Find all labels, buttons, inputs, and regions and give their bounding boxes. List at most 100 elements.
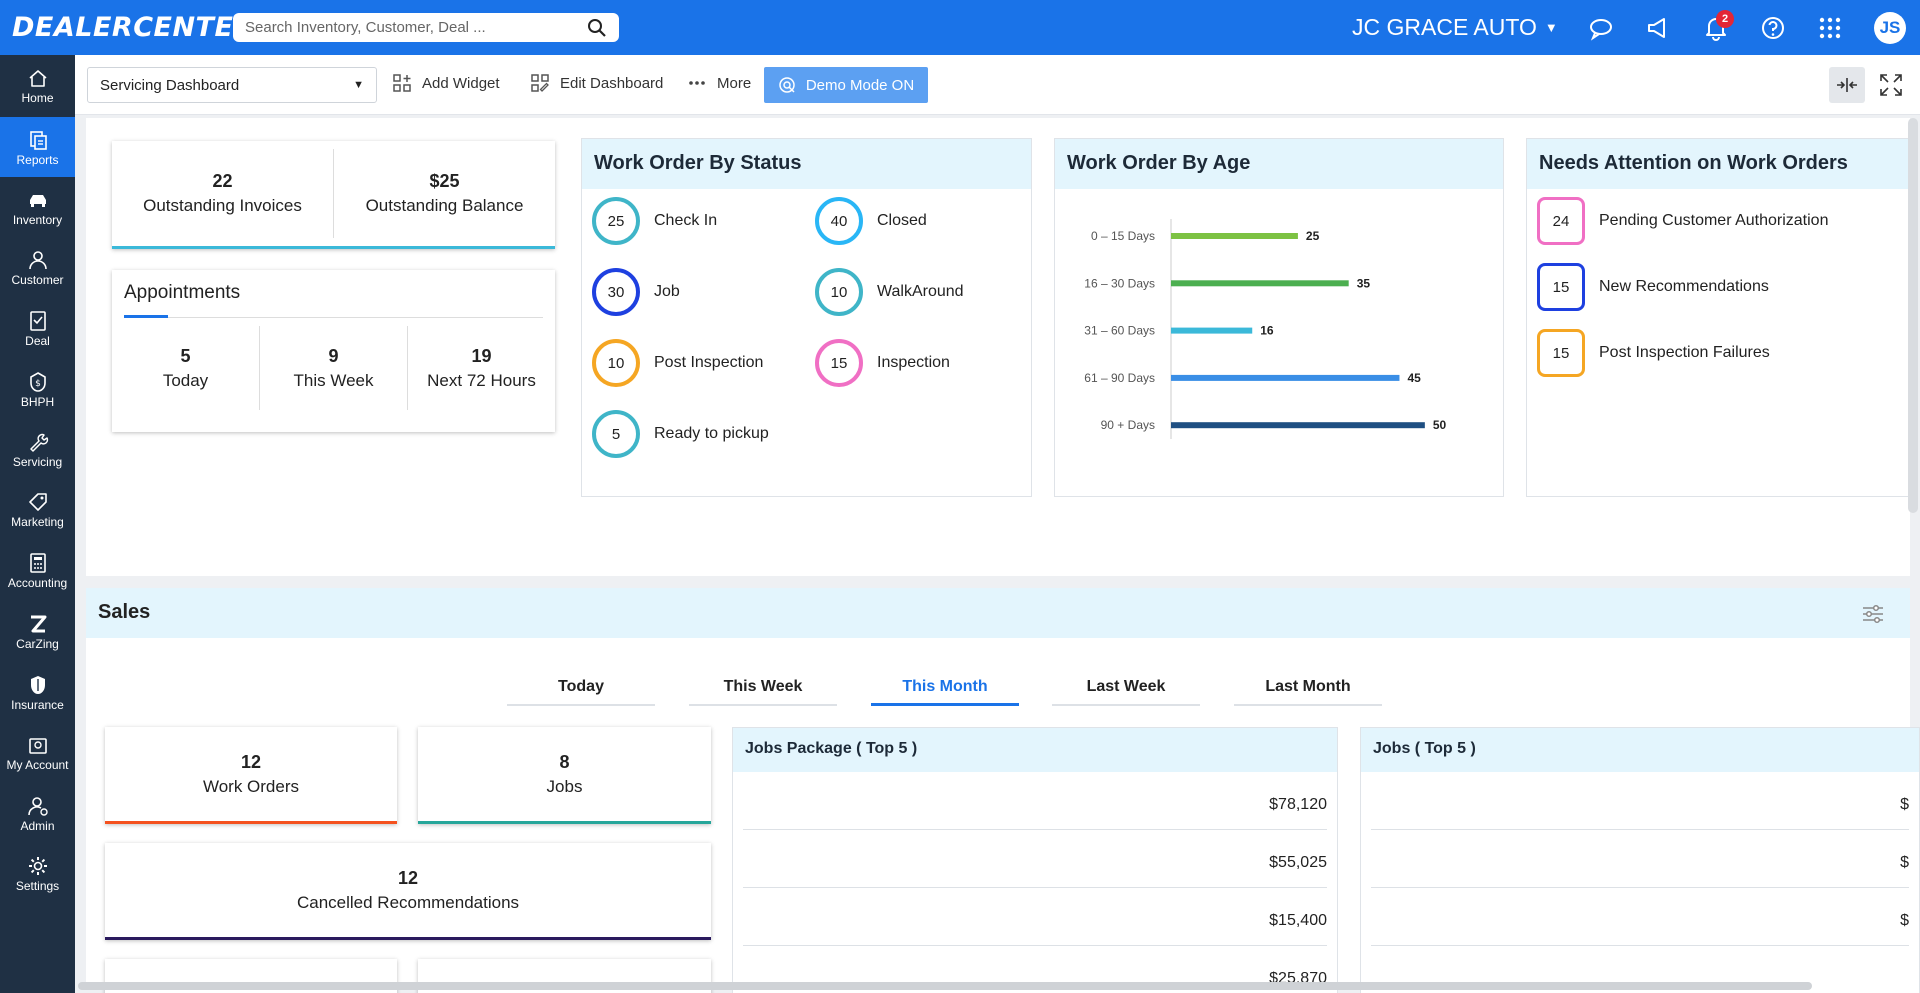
chat-icon[interactable]: [1588, 15, 1614, 41]
jobs-card[interactable]: 8 Jobs: [418, 727, 711, 824]
sidebar-item-servicing[interactable]: Servicing: [0, 419, 75, 479]
horizontal-scrollbar[interactable]: [78, 982, 1812, 990]
tab-last-month[interactable]: Last Month: [1234, 674, 1382, 706]
megaphone-icon[interactable]: [1645, 15, 1671, 41]
cancelled-recommendations-card[interactable]: 12 Cancelled Recommendations: [105, 843, 711, 940]
notification-badge: 2: [1716, 10, 1734, 28]
sidebar-item-label: Admin: [20, 819, 55, 833]
sales-header: Sales: [86, 588, 1910, 638]
company-selector[interactable]: JC GRACE AUTO ▼: [1352, 14, 1558, 41]
dashboard-select-value: Servicing Dashboard: [100, 76, 240, 94]
sidebar-item-admin[interactable]: Admin: [0, 783, 75, 843]
sidebar-item-settings[interactable]: Settings: [0, 843, 75, 903]
appointments-next72[interactable]: 19 Next 72 Hours: [408, 318, 555, 418]
fit-width-button[interactable]: [1829, 67, 1865, 103]
apps-grid-icon[interactable]: [1817, 15, 1843, 41]
reports-icon: [29, 131, 47, 150]
dashboard-select[interactable]: Servicing Dashboard ▼: [87, 67, 377, 103]
sidebar-item-insurance[interactable]: Insurance: [0, 662, 75, 722]
sidebar-item-carzing[interactable]: CarZing: [0, 601, 75, 661]
add-widget-button[interactable]: Add Widget: [392, 73, 500, 93]
document-icon: [29, 311, 46, 331]
sidebar-item-marketing[interactable]: Marketing: [0, 479, 75, 539]
appointments-card: Appointments 5 Today 9 This Week 19 Next…: [112, 270, 555, 432]
bar-value-label: 25: [1306, 229, 1320, 243]
status-item[interactable]: 5 Ready to pickup: [592, 410, 769, 458]
sidebar-item-bhph[interactable]: $ BHPH: [0, 359, 75, 419]
table-row[interactable]: $: [1371, 830, 1909, 888]
table-row[interactable]: $: [1371, 772, 1909, 830]
attention-item[interactable]: 15 Post Inspection Failures: [1537, 329, 1770, 377]
attention-item[interactable]: 15 New Recommendations: [1537, 263, 1769, 311]
sidebar-item-label: Settings: [15, 879, 60, 893]
search-icon[interactable]: [587, 18, 607, 38]
sidebar-item-home[interactable]: Home: [0, 55, 75, 115]
work-orders-card[interactable]: 12 Work Orders: [105, 727, 397, 824]
global-search[interactable]: Search Inventory, Customer, Deal ...: [233, 13, 619, 42]
status-item[interactable]: 40 Closed: [815, 197, 927, 245]
table-row[interactable]: $: [1371, 888, 1909, 946]
sidebar-item-label: Home: [21, 91, 54, 105]
outstanding-balance-stat[interactable]: $25 Outstanding Balance: [334, 141, 555, 246]
work-order-age-panel: Work Order By Age 0 – 15 Days 25 16 – 30 D…: [1054, 138, 1504, 497]
tab-last-week[interactable]: Last Week: [1052, 674, 1200, 706]
attention-label: New Recommendations: [1599, 278, 1769, 295]
section-gap: [86, 576, 1910, 588]
tab-today[interactable]: Today: [507, 674, 655, 706]
sidebar-item-reports[interactable]: Reports: [0, 117, 75, 177]
sales-title: Sales: [98, 601, 151, 623]
attention-item[interactable]: 24 Pending Customer Authorization: [1537, 197, 1828, 245]
filter-sliders-icon[interactable]: [1862, 603, 1884, 625]
gear-icon: [28, 857, 47, 875]
category-label: 16 – 30 Days: [1084, 276, 1155, 290]
user-avatar[interactable]: JS: [1874, 12, 1906, 44]
appointments-today[interactable]: 5 Today: [112, 318, 259, 418]
age-bar[interactable]: [1171, 280, 1349, 287]
appointments-week[interactable]: 9 This Week: [260, 318, 407, 418]
table-row[interactable]: $15,400: [743, 888, 1327, 946]
add-widget-label: Add Widget: [422, 74, 500, 92]
category-label: 0 – 15 Days: [1091, 229, 1155, 243]
outstanding-invoices-value: 22: [212, 171, 233, 191]
sidebar-item-accounting[interactable]: Accounting: [0, 540, 75, 600]
divider: [333, 149, 334, 238]
work-order-age-title: Work Order By Age: [1055, 139, 1503, 189]
status-item[interactable]: 10 Post Inspection: [592, 339, 763, 387]
top-bar: DEALERCENTER Search Inventory, Customer,…: [0, 0, 1920, 55]
sidebar-item-deal[interactable]: Deal: [0, 298, 75, 358]
sidebar-item-customer[interactable]: Customer: [0, 237, 75, 297]
help-icon[interactable]: [1760, 15, 1786, 41]
sidebar-item-inventory[interactable]: Inventory: [0, 177, 75, 237]
tab-this-week[interactable]: This Week: [689, 674, 837, 706]
dealercenter-logo[interactable]: DEALERCENTER: [12, 12, 255, 43]
bar-value-label: 45: [1407, 371, 1421, 385]
age-bar[interactable]: [1171, 422, 1425, 429]
tab-this-month[interactable]: This Month: [871, 674, 1019, 706]
search-input[interactable]: Search Inventory, Customer, Deal ...: [245, 19, 486, 36]
sidebar: Home Reports Inventory Customer Deal $ BHPH Ser…: [0, 55, 75, 993]
attention-count: 15: [1537, 329, 1585, 377]
sidebar-item-my-account[interactable]: My Account: [0, 722, 75, 782]
table-row[interactable]: $55,025: [743, 830, 1327, 888]
age-bar[interactable]: [1171, 374, 1400, 381]
needs-attention-panel: Needs Attention on Work Orders 24 Pending…: [1526, 138, 1916, 497]
bar-value-label: 50: [1433, 418, 1447, 432]
more-button[interactable]: More: [687, 73, 751, 93]
outstanding-invoices-stat[interactable]: 22 Outstanding Invoices: [112, 141, 333, 246]
age-bar[interactable]: [1171, 233, 1298, 239]
age-bar[interactable]: [1171, 327, 1253, 334]
fullscreen-button[interactable]: [1875, 69, 1907, 101]
status-item[interactable]: 15 Inspection: [815, 339, 950, 387]
status-item[interactable]: 30 Job: [592, 268, 680, 316]
demo-mode-button[interactable]: Demo Mode ON: [764, 67, 928, 103]
sidebar-item-label: Marketing: [11, 515, 64, 529]
status-item[interactable]: 25 Check In: [592, 197, 717, 245]
caret-down-icon: ▼: [353, 79, 364, 91]
bar-value-label: 16: [1260, 324, 1274, 338]
vertical-scrollbar[interactable]: [1908, 118, 1918, 513]
sidebar-item-label: Customer: [11, 273, 64, 287]
status-label: Check In: [654, 212, 718, 229]
edit-dashboard-button[interactable]: Edit Dashboard: [530, 73, 663, 93]
status-item[interactable]: 10 WalkAround: [815, 268, 964, 316]
table-row[interactable]: $78,120: [743, 772, 1327, 830]
